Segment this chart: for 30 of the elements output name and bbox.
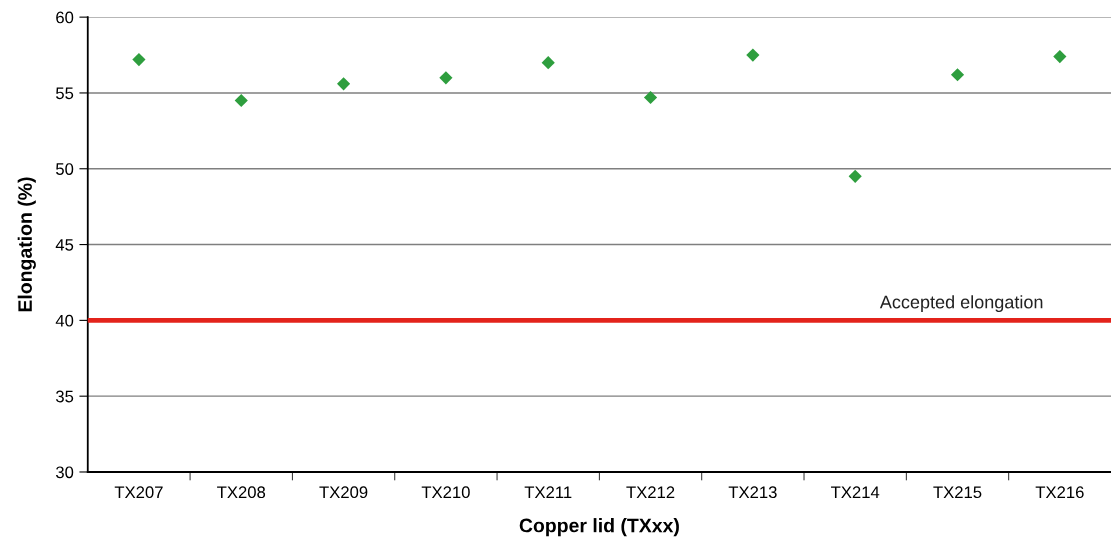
point xyxy=(1053,49,1067,64)
x-tick-label: TX210 xyxy=(421,486,470,499)
point xyxy=(950,68,965,82)
y-tick-label: 35 xyxy=(55,390,74,403)
x-tick-label: TX216 xyxy=(1035,486,1084,499)
x-tick-label: TX208 xyxy=(217,486,266,499)
y-tick-label: 55 xyxy=(56,87,74,100)
point xyxy=(746,48,760,62)
ref-line-label: Accepted elongation xyxy=(879,295,1043,313)
y-axis-title: Elongation (%) xyxy=(17,177,36,312)
x-tick-label: TX212 xyxy=(626,486,675,498)
x-axis-title: Copper lid (TXxx) xyxy=(519,518,679,537)
point xyxy=(234,93,248,108)
point xyxy=(643,90,658,105)
x-tick-label: TX207 xyxy=(114,486,163,499)
point xyxy=(541,56,555,70)
y-tick-label: 30 xyxy=(55,466,74,479)
point xyxy=(336,77,351,91)
x-tick-label: TX215 xyxy=(933,486,982,499)
x-tick-label: TX214 xyxy=(831,486,880,498)
point xyxy=(439,71,453,85)
x-tick-label: TX211 xyxy=(524,486,572,498)
x-tick-label: TX213 xyxy=(728,486,777,499)
y-tick-label: 60 xyxy=(56,11,74,24)
point xyxy=(848,169,862,183)
point xyxy=(132,53,146,67)
y-tick-label: 50 xyxy=(56,163,74,175)
y-tick-label: 40 xyxy=(55,314,74,327)
y-tick-label: 45 xyxy=(55,239,74,251)
x-tick-label: TX209 xyxy=(319,486,368,499)
